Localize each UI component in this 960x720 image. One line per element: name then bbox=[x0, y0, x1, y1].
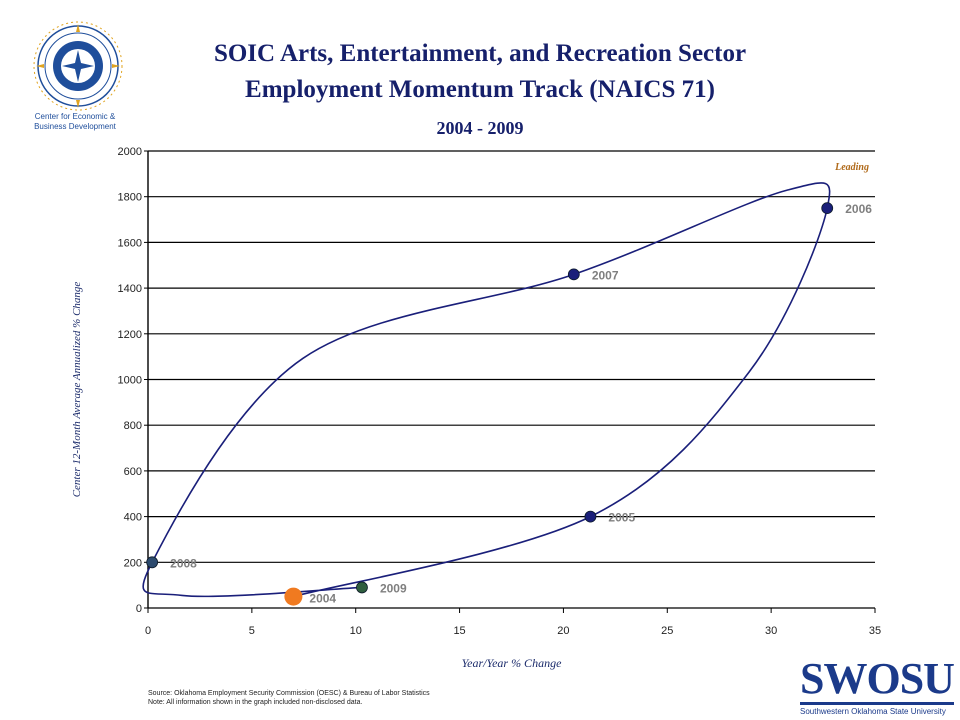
title-line1: SOIC Arts, Entertainment, and Recreation… bbox=[213, 40, 747, 67]
brand-divider bbox=[800, 702, 954, 705]
note-text: Note: All information shown in the graph… bbox=[148, 699, 363, 706]
chart-subtitle: 2004 - 2009 bbox=[436, 118, 524, 138]
data-label-2006: 2006 bbox=[845, 202, 872, 216]
x-tick-label: 10 bbox=[350, 625, 362, 637]
x-tick-label: 20 bbox=[557, 625, 569, 637]
x-tick-label: 35 bbox=[869, 625, 881, 637]
org-seal-logo bbox=[33, 21, 123, 111]
data-label-2009: 2009 bbox=[380, 581, 407, 595]
brand-fullname: Southwestern Oklahoma State University bbox=[800, 707, 946, 716]
org-caption-line2: Business Development bbox=[34, 122, 116, 131]
y-tick-label: 400 bbox=[124, 512, 142, 524]
x-axis-label: Year/Year % Change bbox=[462, 656, 562, 670]
y-axis-label: Center 12-Month Average Annualized % Cha… bbox=[71, 282, 83, 498]
source-text: Source: Oklahoma Employment Security Com… bbox=[148, 690, 430, 697]
data-label-2004: 2004 bbox=[309, 592, 336, 606]
source-note: Source: Oklahoma Employment Security Com… bbox=[148, 689, 430, 707]
y-tick-label: 2000 bbox=[118, 146, 142, 158]
data-label-2008: 2008 bbox=[170, 556, 197, 570]
y-tick-label: 1600 bbox=[118, 237, 142, 249]
swosu-logo: SWOSU Southwestern Oklahoma State Univer… bbox=[800, 656, 956, 716]
data-label-2005: 2005 bbox=[608, 511, 635, 525]
x-tick-label: 15 bbox=[453, 625, 465, 637]
data-point-2009 bbox=[356, 581, 368, 594]
y-tick-label: 600 bbox=[124, 466, 142, 478]
org-caption-line1: Center for Economic & bbox=[34, 112, 116, 121]
y-tick-label: 1200 bbox=[118, 329, 142, 341]
y-tick-label: 1400 bbox=[118, 283, 142, 295]
data-point-2004 bbox=[284, 587, 303, 606]
y-tick-label: 800 bbox=[124, 420, 142, 432]
momentum-track-line bbox=[142, 182, 831, 598]
x-tick-label: 0 bbox=[145, 625, 151, 637]
brand-wordmark: SWOSU bbox=[800, 654, 955, 703]
title-line2: Employment Momentum Track (NAICS 71) bbox=[245, 76, 715, 103]
org-caption: Center for Economic & Business Developme… bbox=[10, 112, 140, 132]
data-point-2007 bbox=[567, 268, 580, 281]
y-tick-label: 1000 bbox=[118, 375, 142, 387]
x-tick-label: 30 bbox=[765, 625, 777, 637]
data-point-2006 bbox=[821, 202, 834, 215]
y-tick-label: 0 bbox=[136, 603, 142, 615]
page-title: SOIC Arts, Entertainment, and Recreation… bbox=[140, 36, 820, 108]
quadrant-label-leading: Leading bbox=[834, 162, 869, 173]
y-tick-label: 200 bbox=[124, 557, 142, 569]
data-label-2007: 2007 bbox=[592, 268, 619, 282]
x-tick-label: 5 bbox=[249, 625, 255, 637]
y-tick-label: 1800 bbox=[118, 192, 142, 204]
data-point-2005 bbox=[584, 510, 597, 523]
x-tick-label: 25 bbox=[661, 625, 673, 637]
data-point-2008 bbox=[146, 556, 159, 569]
